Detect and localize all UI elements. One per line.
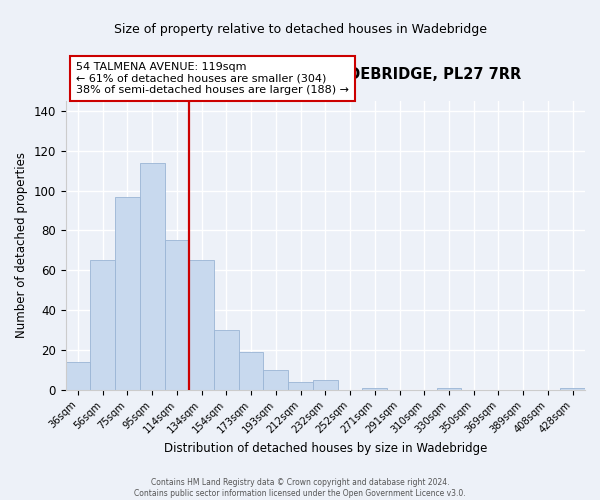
Bar xyxy=(115,196,140,390)
Bar xyxy=(140,162,164,390)
Bar xyxy=(263,370,288,390)
Bar xyxy=(239,352,263,390)
Bar xyxy=(288,382,313,390)
X-axis label: Distribution of detached houses by size in Wadebridge: Distribution of detached houses by size … xyxy=(164,442,487,455)
Bar xyxy=(362,388,387,390)
Y-axis label: Number of detached properties: Number of detached properties xyxy=(15,152,28,338)
Bar xyxy=(560,388,585,390)
Bar xyxy=(190,260,214,390)
Text: 54 TALMENA AVENUE: 119sqm
← 61% of detached houses are smaller (304)
38% of semi: 54 TALMENA AVENUE: 119sqm ← 61% of detac… xyxy=(76,62,349,95)
Bar xyxy=(437,388,461,390)
Bar xyxy=(65,362,91,390)
Bar xyxy=(91,260,115,390)
Text: Size of property relative to detached houses in Wadebridge: Size of property relative to detached ho… xyxy=(113,22,487,36)
Bar xyxy=(313,380,338,390)
Bar xyxy=(214,330,239,390)
Bar xyxy=(164,240,190,390)
Title: 54, TALMENA AVENUE, WADEBRIDGE, PL27 7RR: 54, TALMENA AVENUE, WADEBRIDGE, PL27 7RR xyxy=(130,66,521,82)
Text: Contains HM Land Registry data © Crown copyright and database right 2024.
Contai: Contains HM Land Registry data © Crown c… xyxy=(134,478,466,498)
